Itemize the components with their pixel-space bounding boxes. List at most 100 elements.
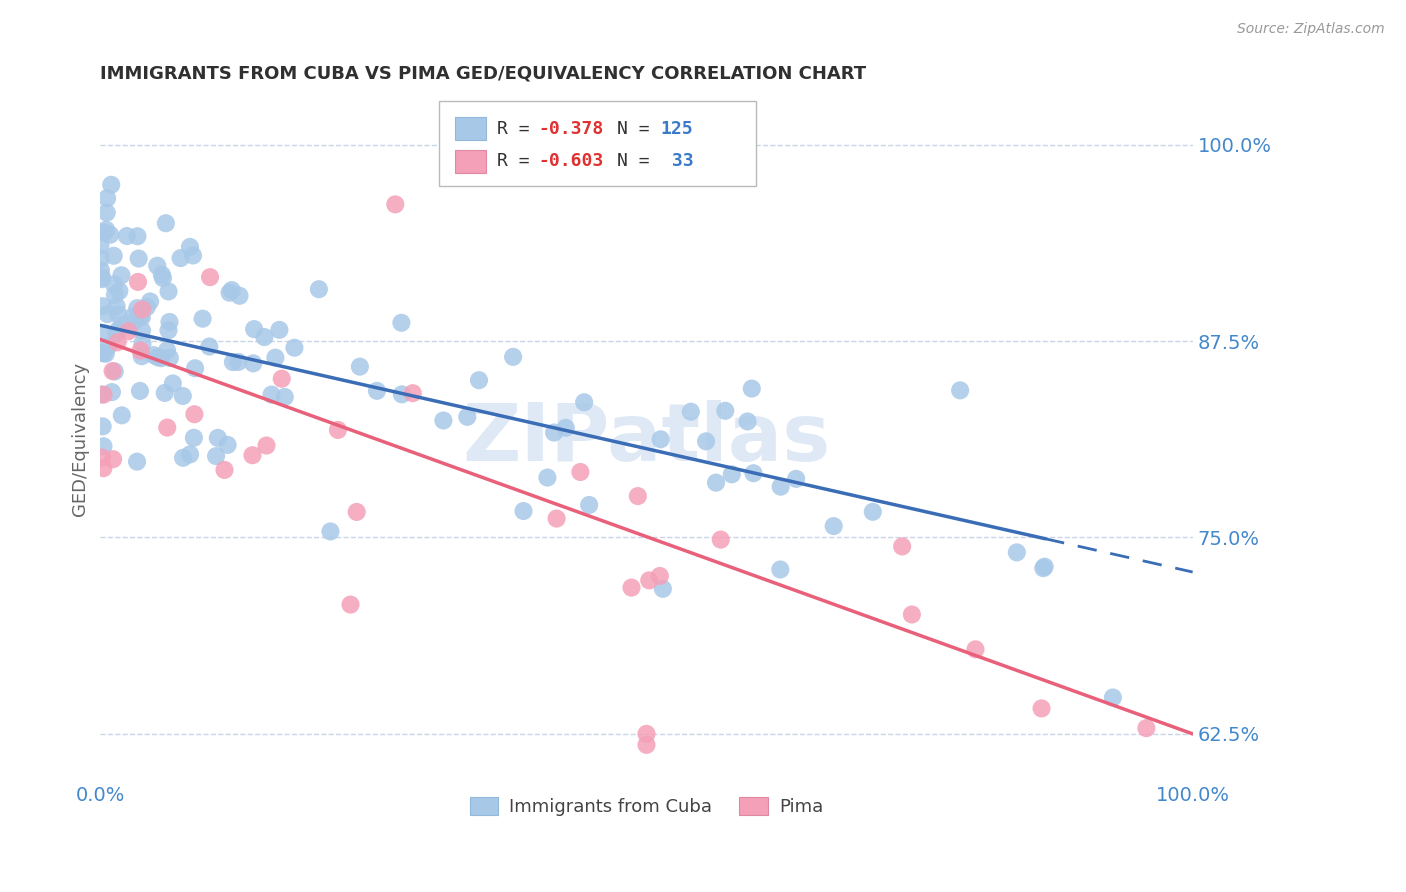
Point (110, 268, 132, 283)
Point (569, 465, 592, 479)
Point (103, 277, 125, 292)
Point (714, 404, 737, 418)
Point (128, 252, 150, 266)
Point (105, 299, 128, 313)
Point (221, 283, 243, 297)
Point (308, 282, 330, 296)
Point (162, 376, 184, 391)
Point (122, 315, 145, 329)
Point (456, 409, 478, 424)
Point (129, 384, 152, 398)
Point (179, 240, 201, 254)
Point (274, 390, 297, 404)
Point (179, 447, 201, 461)
Point (742, 467, 765, 481)
Point (93, 461, 115, 475)
Point (242, 448, 264, 462)
Point (93, 346, 115, 360)
Point (546, 511, 568, 525)
Point (103, 249, 125, 263)
Point (402, 386, 425, 401)
Point (468, 373, 491, 387)
Point (157, 285, 180, 299)
Text: 125: 125 (661, 120, 693, 137)
Point (111, 318, 134, 332)
Text: R =: R = (496, 120, 540, 137)
Point (155, 216, 177, 230)
Point (965, 642, 987, 657)
Point (636, 727, 658, 741)
Point (135, 300, 157, 314)
Text: ZIPatlas: ZIPatlas (463, 401, 831, 478)
Point (627, 489, 650, 503)
Point (198, 270, 221, 285)
Point (156, 420, 179, 434)
Point (349, 359, 371, 374)
Text: Source: ZipAtlas.com: Source: ZipAtlas.com (1237, 22, 1385, 37)
Point (93, 439, 115, 453)
Point (129, 309, 152, 323)
Point (737, 414, 759, 428)
Point (122, 310, 145, 324)
Point (1031, 701, 1053, 715)
Point (131, 302, 153, 317)
Point (97, 307, 120, 321)
Point (1005, 545, 1028, 559)
Point (949, 384, 972, 398)
Point (90, 252, 112, 266)
Point (636, 738, 658, 752)
Point (91, 270, 114, 285)
Point (1033, 559, 1056, 574)
Point (98, 227, 121, 242)
Point (260, 387, 283, 401)
Point (256, 438, 278, 452)
Point (159, 315, 181, 329)
Point (512, 504, 534, 518)
Point (339, 598, 361, 612)
Point (91, 419, 114, 434)
Point (242, 356, 264, 370)
Text: R =: R = (496, 152, 540, 170)
Point (101, 452, 124, 467)
Point (107, 307, 129, 321)
Bar (456, 118, 486, 140)
Point (1032, 561, 1054, 575)
Point (94, 347, 117, 361)
Point (152, 271, 174, 285)
Y-axis label: GED/Equivalency: GED/Equivalency (72, 362, 89, 516)
Point (1135, 721, 1157, 735)
Point (139, 294, 162, 309)
Point (720, 467, 742, 482)
Point (578, 498, 600, 512)
Point (96, 191, 118, 205)
Point (218, 285, 240, 300)
Point (283, 341, 305, 355)
Point (111, 409, 134, 423)
Point (228, 289, 250, 303)
Point (131, 336, 153, 351)
Point (710, 533, 733, 547)
Point (108, 284, 131, 298)
Point (129, 343, 152, 358)
Point (901, 607, 924, 622)
Point (222, 355, 245, 369)
Point (695, 434, 717, 449)
Point (862, 505, 884, 519)
Point (117, 324, 139, 338)
Point (101, 385, 124, 400)
Point (769, 480, 792, 494)
Point (183, 431, 205, 445)
Point (769, 562, 792, 576)
Point (264, 351, 287, 365)
Point (105, 326, 128, 341)
Point (891, 540, 914, 554)
Point (146, 351, 169, 365)
Point (131, 310, 153, 325)
Point (704, 475, 727, 490)
Point (101, 364, 124, 378)
Point (90, 387, 112, 401)
Point (679, 405, 702, 419)
Text: -0.603: -0.603 (538, 152, 603, 170)
Point (153, 385, 176, 400)
Point (326, 423, 349, 437)
